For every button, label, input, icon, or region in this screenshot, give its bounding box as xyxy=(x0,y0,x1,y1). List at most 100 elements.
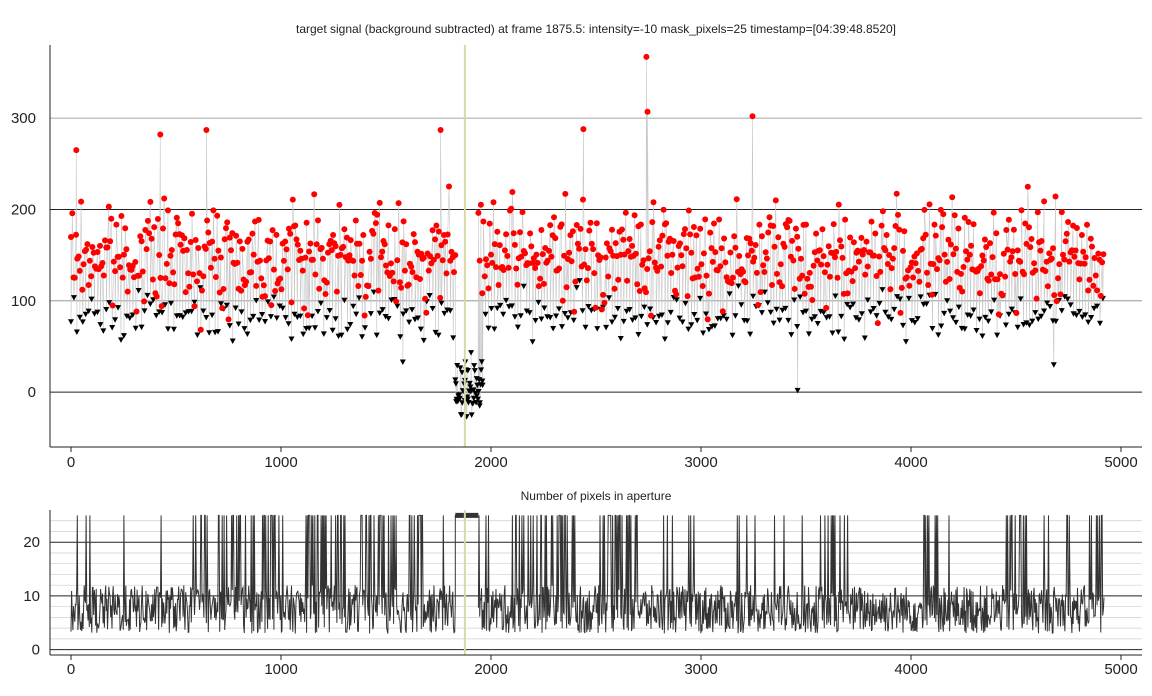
signal-point xyxy=(837,237,843,244)
flagged-point xyxy=(870,306,877,312)
flagged-point xyxy=(476,377,483,383)
signal-point xyxy=(389,269,396,276)
flagged-point xyxy=(420,337,427,344)
signal-point xyxy=(674,264,681,271)
flagged-point xyxy=(647,306,654,313)
signal-point xyxy=(721,235,728,242)
flagged-point xyxy=(223,302,230,309)
signal-point xyxy=(878,222,885,229)
flagged-point xyxy=(267,314,274,320)
flagged-point xyxy=(994,332,1001,339)
signal-point xyxy=(704,316,711,323)
signal-point xyxy=(309,256,316,263)
signal-point xyxy=(824,261,831,268)
flagged-point xyxy=(68,319,74,325)
signal-point xyxy=(636,288,643,294)
signal-point xyxy=(1000,250,1007,257)
signal-point xyxy=(1058,209,1065,216)
signal-point xyxy=(882,247,889,254)
flagged-point xyxy=(115,305,122,311)
flagged-point xyxy=(785,317,792,324)
flagged-point xyxy=(532,318,539,324)
signal-point xyxy=(509,189,516,195)
flagged-point xyxy=(188,308,195,315)
signal-point xyxy=(191,303,198,310)
signal-point xyxy=(151,224,158,231)
flagged-point xyxy=(475,388,482,395)
flagged-point xyxy=(370,289,377,296)
signal-point xyxy=(717,263,724,270)
signal-point xyxy=(562,190,569,197)
flagged-point xyxy=(814,321,821,327)
signal-point xyxy=(609,226,615,233)
flagged-point xyxy=(273,315,280,321)
signal-point xyxy=(987,240,993,247)
signal-point xyxy=(375,287,382,294)
flagged-point xyxy=(867,309,874,315)
signal-point xyxy=(658,263,665,270)
signal-point xyxy=(239,245,246,252)
signal-point xyxy=(690,224,697,230)
signal-point xyxy=(115,253,122,260)
signal-point xyxy=(350,257,357,264)
flagged-point xyxy=(191,299,198,306)
flagged-point xyxy=(729,332,736,339)
flagged-point xyxy=(456,392,463,398)
signal-point xyxy=(761,269,768,275)
flagged-point xyxy=(291,311,298,318)
signal-point xyxy=(1053,298,1060,305)
signal-point xyxy=(950,251,957,258)
signal-point xyxy=(284,266,291,273)
signal-point xyxy=(1003,227,1010,233)
signal-point xyxy=(503,231,510,238)
flagged-point xyxy=(1020,322,1027,328)
signal-point xyxy=(1084,221,1090,228)
signal-point xyxy=(976,290,983,297)
signal-point xyxy=(590,246,597,253)
signal-point xyxy=(1080,248,1087,255)
flagged-point xyxy=(282,315,289,321)
flagged-point xyxy=(558,324,565,330)
flagged-point xyxy=(467,384,474,390)
signal-point xyxy=(611,285,618,292)
signal-point xyxy=(583,277,590,284)
signal-point xyxy=(1010,226,1017,233)
signal-point xyxy=(510,230,517,237)
flagged-point xyxy=(632,315,639,321)
flagged-point xyxy=(97,322,104,328)
signal-point xyxy=(258,275,265,282)
signal-point xyxy=(268,302,275,309)
signal-point xyxy=(913,250,920,257)
signal-point xyxy=(486,220,493,227)
flagged-point xyxy=(356,295,363,301)
flagged-point xyxy=(429,306,436,312)
signal-point xyxy=(1092,272,1099,279)
flagged-point xyxy=(1082,312,1089,318)
signal-point xyxy=(588,240,595,247)
flagged-point xyxy=(885,314,892,320)
signal-point xyxy=(287,230,294,237)
signal-point xyxy=(1089,243,1095,250)
signal-point xyxy=(798,255,804,262)
signal-point xyxy=(740,268,746,275)
signal-point xyxy=(670,238,677,244)
signal-point xyxy=(1005,216,1012,223)
signal-point xyxy=(838,243,845,250)
flagged-point xyxy=(679,319,686,325)
signal-point xyxy=(316,285,323,292)
signal-point xyxy=(304,312,311,319)
signal-point xyxy=(220,286,227,292)
signal-point xyxy=(1024,183,1031,190)
signal-point xyxy=(777,261,784,268)
flagged-point xyxy=(982,314,989,321)
signal-point xyxy=(834,274,841,281)
signal-point xyxy=(989,254,996,261)
flagged-point xyxy=(944,298,951,304)
signal-point xyxy=(187,239,194,245)
pixels-x-tick-label: 3000 xyxy=(684,661,717,678)
flagged-point xyxy=(1017,296,1024,302)
signal-point xyxy=(925,282,932,288)
flagged-point xyxy=(1008,306,1015,313)
